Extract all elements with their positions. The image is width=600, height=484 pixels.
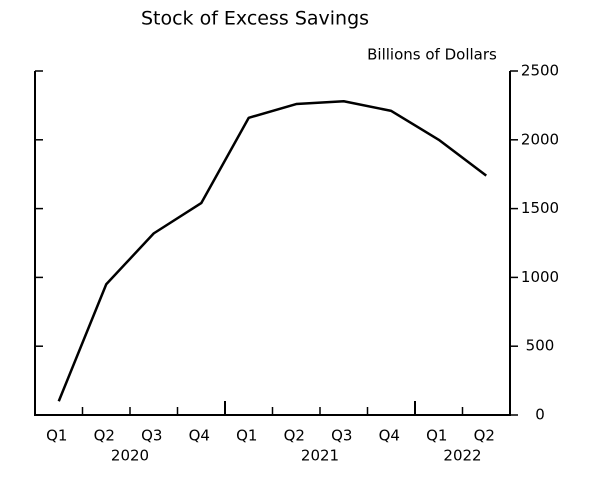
y-tick-label: 1500 [521, 199, 559, 217]
y-tick-label: 0 [535, 406, 545, 424]
x-group-label: 2022 [443, 447, 481, 465]
x-tick-label: Q1 [46, 427, 67, 445]
y-tick-label: 1000 [521, 268, 559, 286]
x-tick-label: Q3 [331, 427, 352, 445]
line-series [57, 100, 488, 402]
x-tick-label: Q4 [379, 427, 400, 445]
x-tick-label: Q1 [236, 427, 257, 445]
x-tick-label: Q2 [94, 427, 115, 445]
y-tick-label: 500 [526, 337, 555, 355]
chart-title: Stock of Excess Savings [141, 8, 369, 30]
y-tick-label: 2000 [521, 130, 559, 148]
x-tick-label: Q3 [141, 427, 162, 445]
x-tick-label: Q2 [474, 427, 495, 445]
x-tick-label: Q2 [284, 427, 305, 445]
x-group-label: 2021 [301, 447, 339, 465]
x-tick-label: Q1 [426, 427, 447, 445]
y-tick-label: 2500 [521, 62, 559, 80]
x-tick-label: Q4 [189, 427, 210, 445]
y-axis-label: Billions of Dollars [367, 46, 497, 64]
x-group-label: 2020 [111, 447, 149, 465]
